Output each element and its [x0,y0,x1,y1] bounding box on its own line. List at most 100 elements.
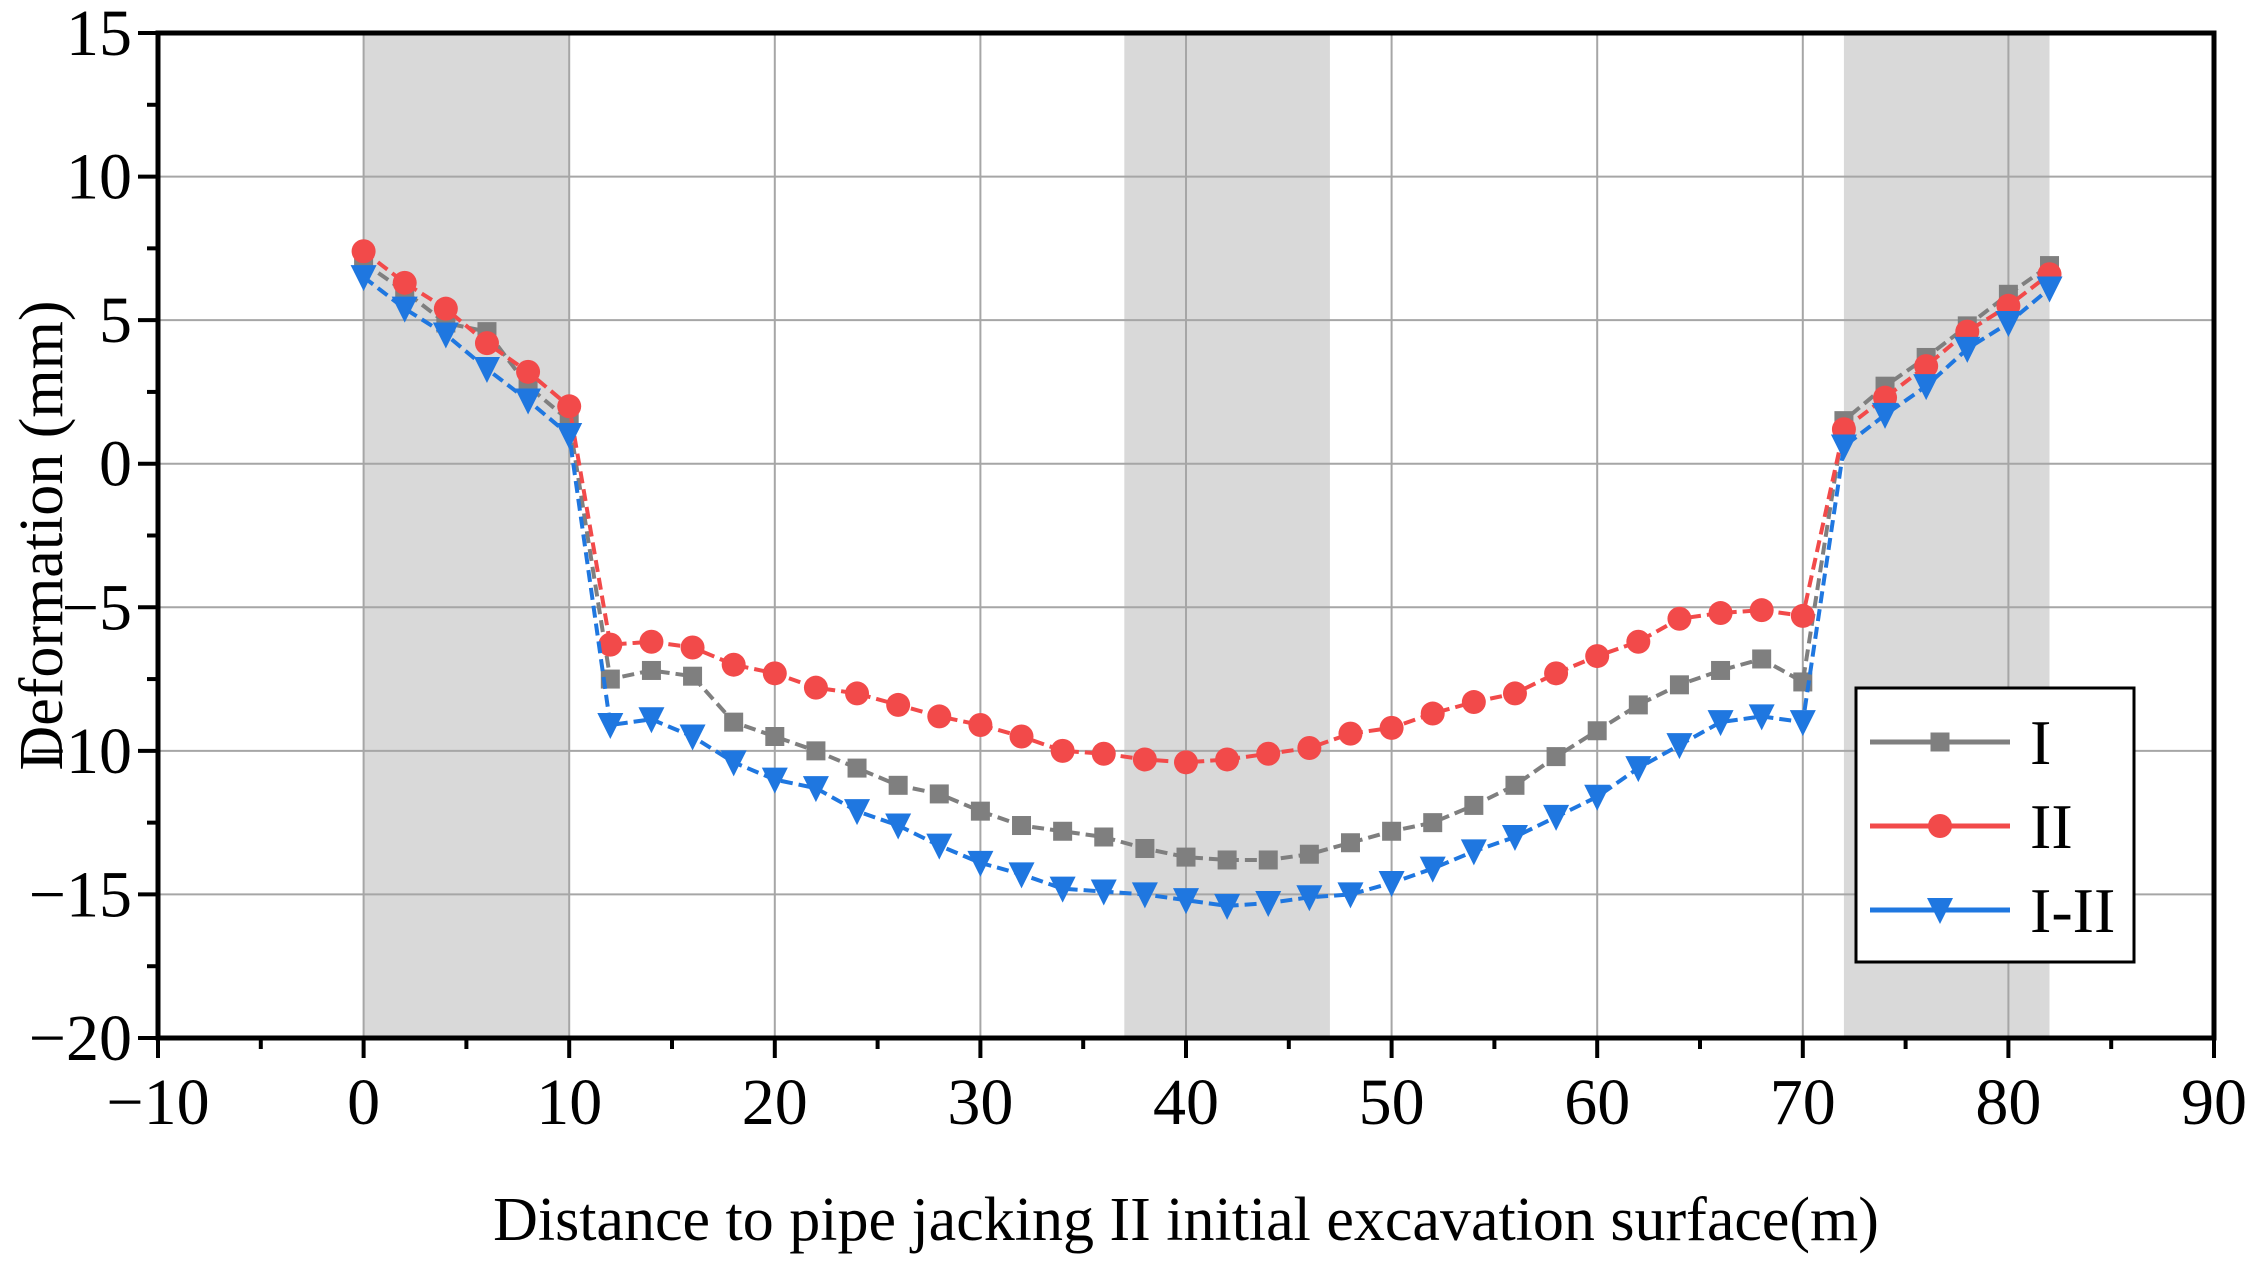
legend-label: I-II [2030,875,2115,946]
x-tick-labels: −10 0 10 20 30 40 50 60 70 80 90 [106,1066,2247,1139]
data-point [474,331,499,356]
data-point [1872,402,1899,429]
x-tick-label: 80 [1975,1066,2041,1139]
data-point [1748,704,1775,731]
data-point [1505,775,1525,795]
x-axis-title: Distance to pipe jacking II initial exca… [493,1186,1879,1254]
data-point [1009,724,1034,749]
data-point [1091,741,1116,766]
y-tick-label: −20 [29,1002,132,1075]
data-point [597,713,624,740]
data-point [1667,606,1692,631]
data-point [970,801,990,821]
data-point [1420,701,1445,726]
data-point [1255,891,1282,918]
data-point [1338,721,1363,746]
data-point [1502,681,1527,706]
data-point [432,322,459,349]
y-tick-labels: −20 −15 −10 −5 0 5 10 15 [29,0,132,1075]
data-point [1337,882,1364,909]
data-point [1914,354,1939,379]
data-point [926,833,953,860]
data-point [1708,601,1733,626]
y-tick-label: 10 [66,141,132,214]
data-point [1176,847,1196,867]
data-point [847,758,867,778]
data-point [1501,825,1528,851]
data-point [1625,756,1652,783]
data-point [1379,715,1404,740]
y-tick-label: 15 [66,0,132,70]
data-point [1587,721,1607,741]
x-tick-label: −10 [106,1066,209,1139]
x-tick-label: 10 [536,1066,602,1139]
x-tick-label: 0 [347,1066,380,1139]
x-tick-label: 90 [2181,1066,2247,1139]
data-point [1382,821,1402,841]
shaded-region-1 [1124,33,1330,1038]
data-point [1012,816,1032,836]
data-point [1174,750,1198,775]
data-point [845,681,870,706]
data-point [1628,695,1648,715]
data-point [1543,804,1570,831]
legend-marker [1927,898,1953,924]
data-point [1131,882,1158,909]
ticks [138,31,2216,1058]
y-tick-label: −5 [62,571,132,644]
legend-marker [1930,732,1950,752]
x-tick-label: 70 [1770,1066,1836,1139]
data-point [350,265,377,292]
data-point [886,692,911,717]
data-point [1378,870,1405,897]
data-point [1913,374,1940,401]
data-point [473,356,500,383]
data-point [968,713,993,738]
legend-marker [1928,814,1952,838]
data-point [802,776,829,803]
series-I-II [350,265,2063,920]
data-point [1299,844,1319,864]
data-point [1090,879,1117,906]
data-point [641,660,661,680]
data-point [967,850,994,877]
data-point [1214,893,1241,920]
data-point [1464,795,1484,815]
data-point [639,629,664,654]
data-point [1666,733,1693,760]
data-point [1954,336,1981,363]
data-point [1008,862,1035,889]
data-point [1460,839,1487,866]
series-layer [350,239,2063,920]
data-point [1050,738,1075,763]
y-tick-label: −10 [29,715,132,788]
y-tick-label: 0 [99,428,132,501]
x-tick-label: 50 [1359,1066,1425,1139]
data-point [433,296,458,321]
data-point [765,727,785,746]
data-point [888,775,908,795]
data-point [1752,649,1772,669]
data-point [556,423,583,449]
data-point [806,741,826,761]
legend-item-I-II: I-II [1870,875,2115,946]
data-point [1296,885,1323,912]
data-point [1461,690,1486,715]
data-point [1340,833,1360,853]
x-tick-label: 20 [742,1066,808,1139]
data-point [351,239,376,264]
data-point [1258,850,1278,870]
data-point [1049,876,1076,903]
data-point [1132,747,1157,772]
data-point [1546,747,1566,767]
data-point [391,296,418,323]
data-point [516,359,541,384]
data-point [1544,661,1569,686]
data-point [1215,747,1240,772]
data-point [1423,813,1443,833]
data-point [844,799,871,826]
x-tick-label: 60 [1564,1066,1630,1139]
data-point [638,707,665,734]
